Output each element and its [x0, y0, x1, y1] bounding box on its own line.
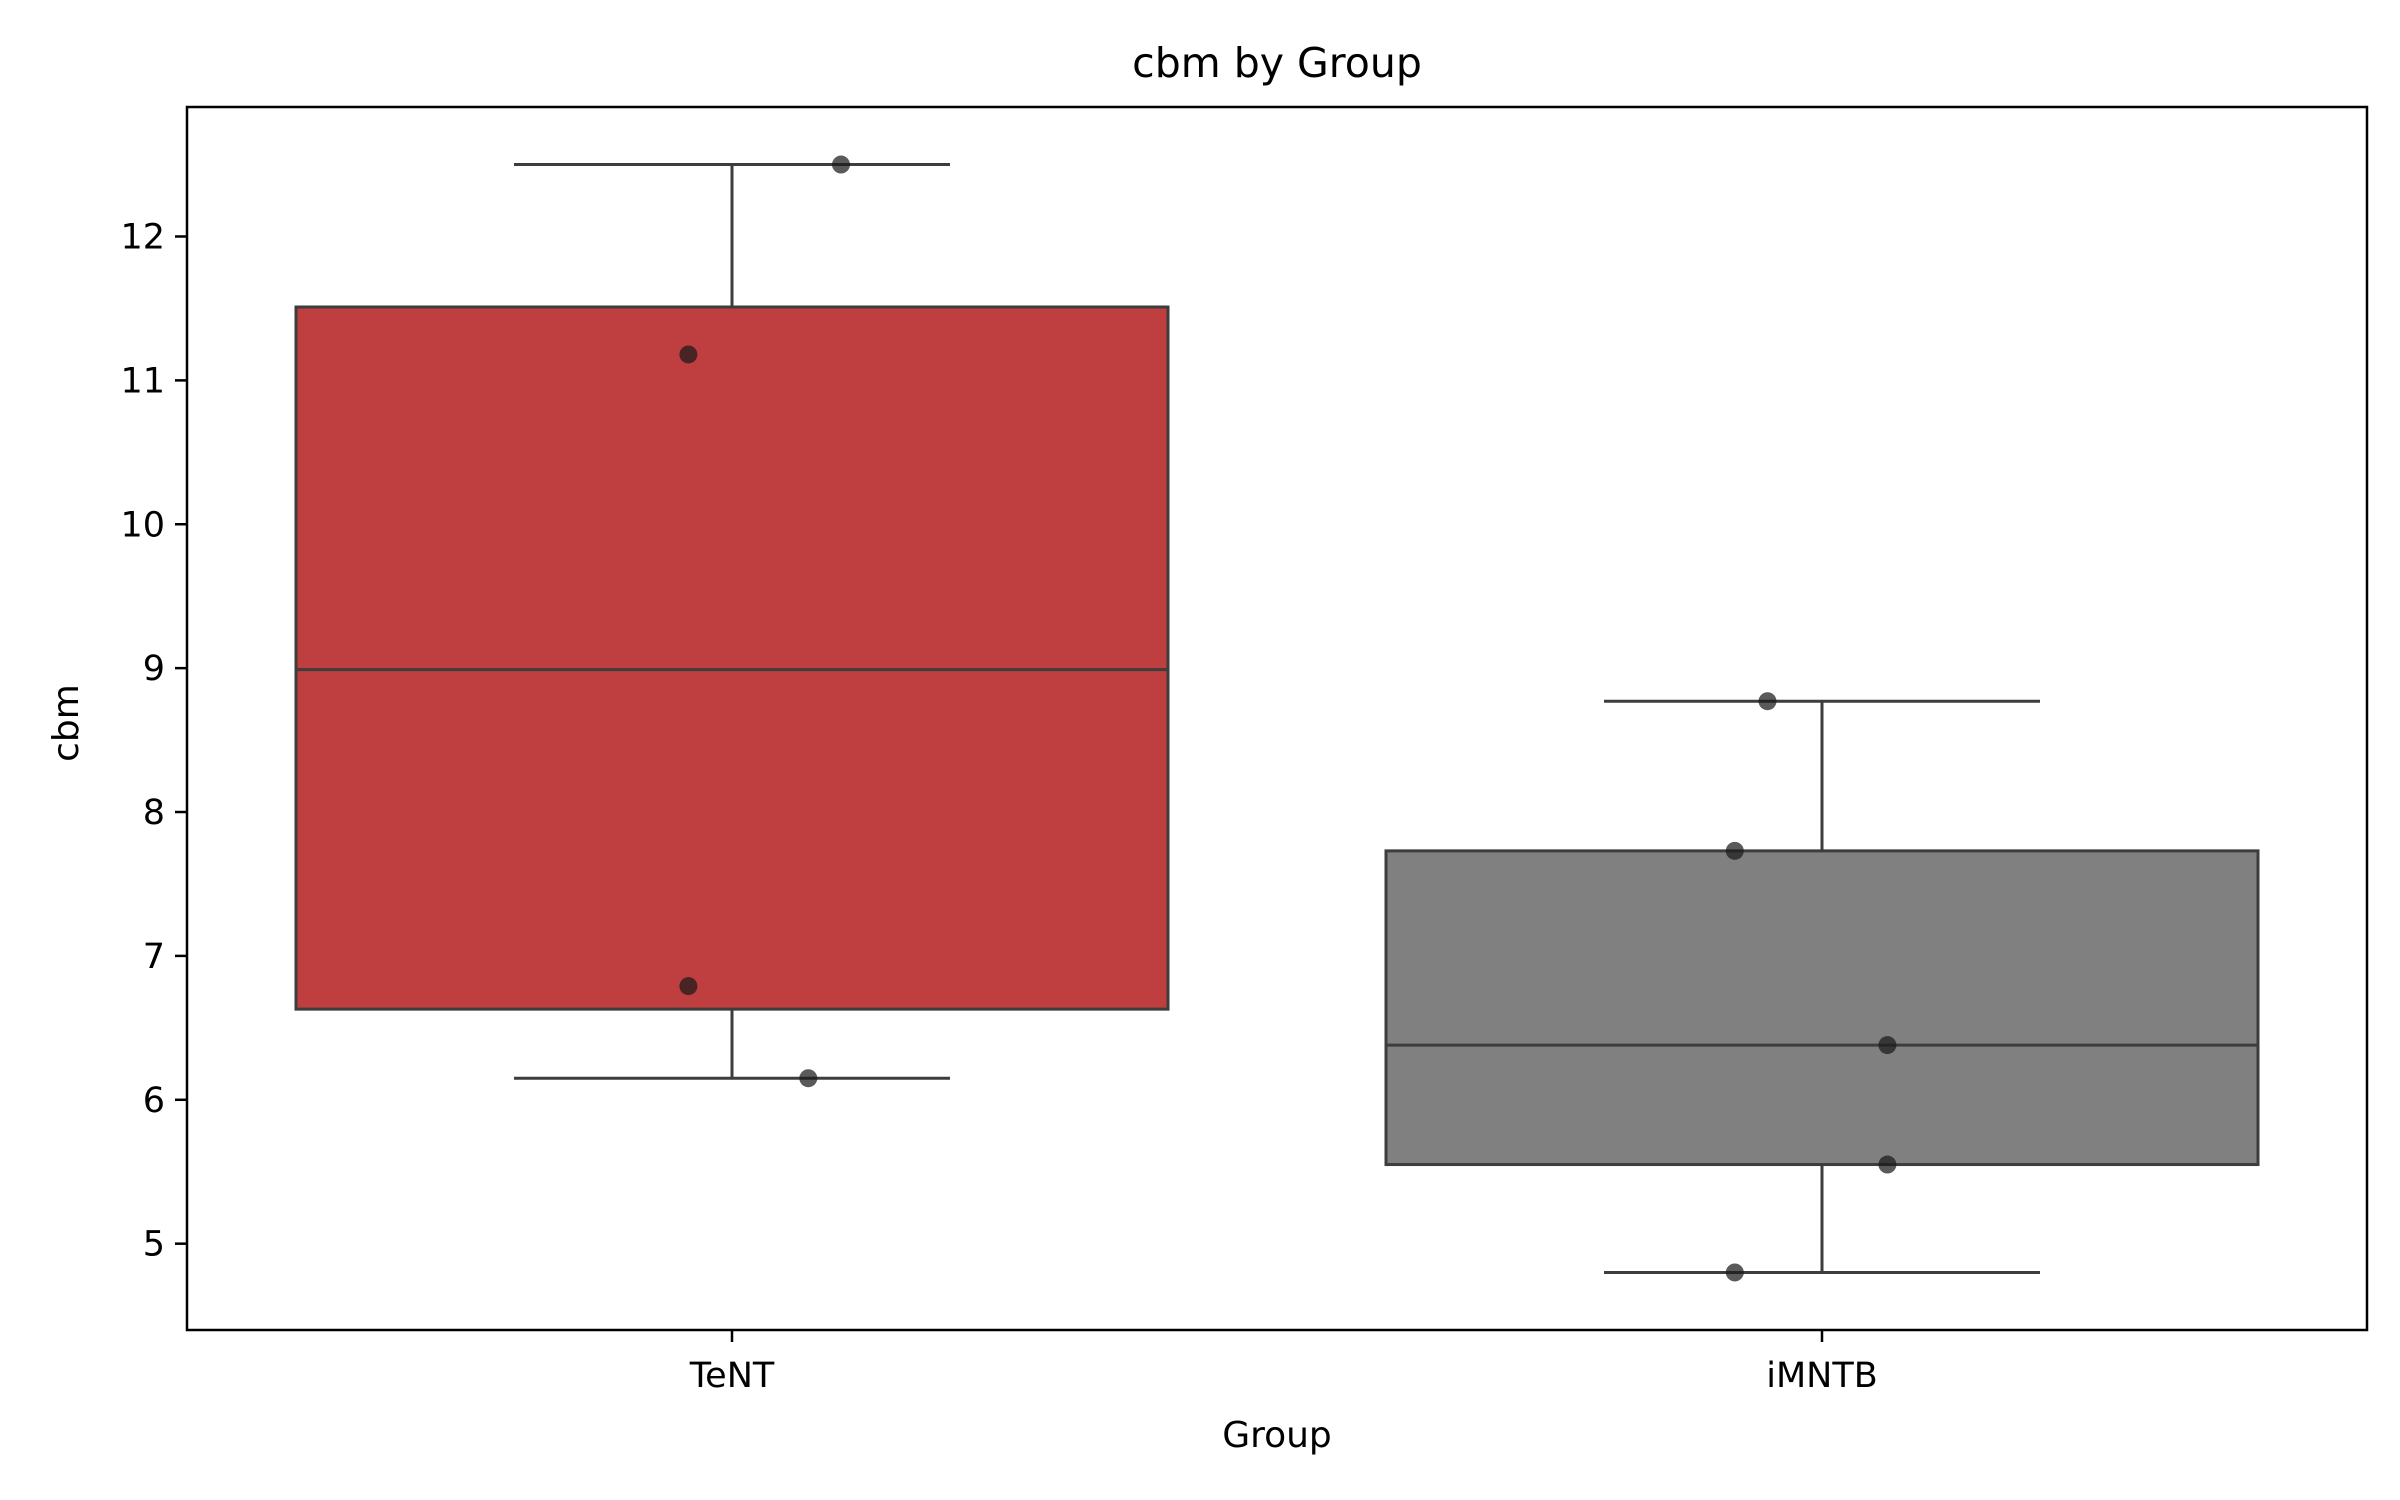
box-iqr	[294, 305, 1170, 1011]
plot-frame	[185, 105, 2369, 1332]
data-point	[1725, 841, 1744, 860]
y-axis-label: cbm	[46, 684, 87, 762]
y-tick-label: 10	[120, 505, 165, 545]
data-point	[1878, 1155, 1897, 1174]
x-axis: TeNT iMNTB	[689, 1330, 1878, 1396]
data-point	[1758, 692, 1777, 711]
y-tick-label: 12	[120, 217, 165, 257]
box-iqr	[1384, 849, 2260, 1167]
data-point	[832, 155, 850, 174]
data-point	[1725, 1263, 1744, 1282]
box-group-tent	[294, 155, 1170, 1088]
y-tick-label: 7	[143, 937, 165, 977]
box-group-imntb	[1384, 692, 2260, 1282]
plot-area	[294, 155, 2260, 1282]
y-tick-label: 9	[143, 649, 165, 689]
x-tick-label: iMNTB	[1766, 1356, 1878, 1396]
chart-title: cbm by Group	[1132, 39, 1422, 87]
y-tick-label: 8	[143, 793, 165, 833]
y-tick-label: 6	[143, 1081, 165, 1121]
x-axis-label: Group	[1222, 1415, 1332, 1456]
data-point	[1878, 1036, 1897, 1055]
data-point	[679, 977, 698, 996]
y-tick-label: 5	[143, 1225, 165, 1265]
data-point	[679, 345, 698, 364]
y-tick-label: 11	[120, 361, 165, 401]
data-point	[799, 1069, 818, 1088]
x-tick-label: TeNT	[689, 1356, 775, 1396]
y-axis: 5 6 7 8 9 10 11 12	[120, 217, 187, 1265]
